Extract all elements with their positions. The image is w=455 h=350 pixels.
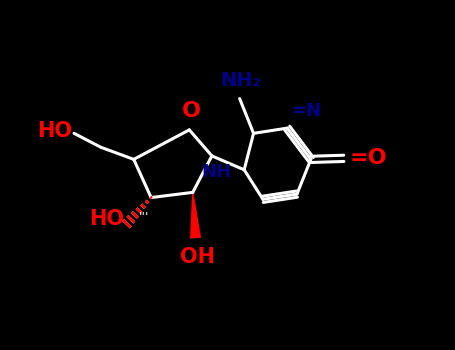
Polygon shape — [190, 192, 201, 239]
Text: NH: NH — [201, 162, 231, 181]
Text: HO: HO — [37, 120, 72, 141]
Text: =N: =N — [291, 103, 321, 120]
Text: ''': ''' — [139, 211, 149, 224]
Text: NH₂: NH₂ — [220, 71, 261, 90]
Text: HO: HO — [89, 209, 124, 230]
Text: OH: OH — [180, 247, 215, 267]
Text: =O: =O — [350, 148, 388, 168]
Text: O: O — [182, 101, 201, 121]
